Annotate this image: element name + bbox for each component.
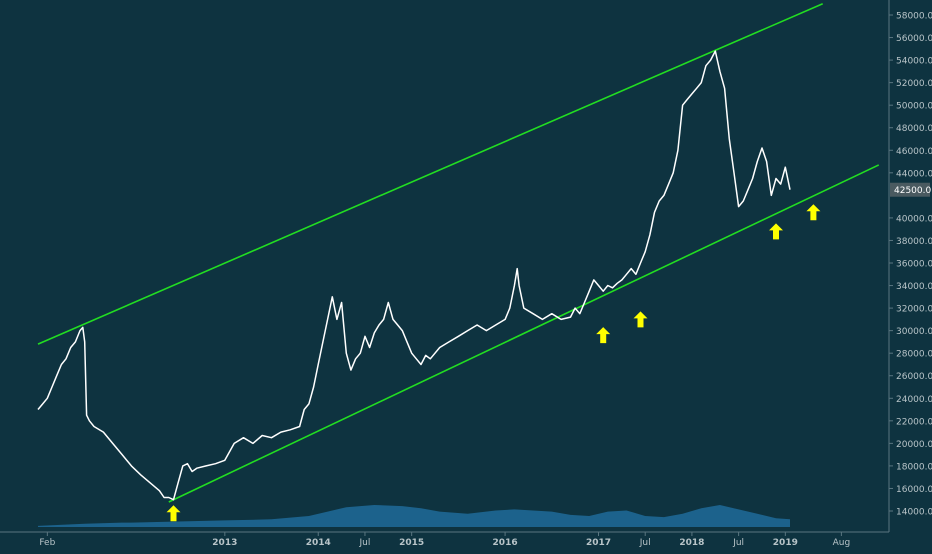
y-tick-label: 46000.0 [896, 147, 932, 157]
y-tick-label: 52000.0 [896, 79, 932, 89]
x-tick-label: 2018 [679, 538, 704, 548]
arrow-layer [166, 204, 821, 522]
up-arrow-icon [769, 223, 783, 240]
x-tick-label: Jul [732, 538, 744, 548]
x-tick-label: Feb [39, 538, 55, 548]
up-arrow-icon [596, 327, 611, 344]
up-arrow-icon [806, 204, 821, 221]
y-tick-label: 40000.0 [896, 214, 932, 224]
y-tick-label: 44000.0 [896, 169, 932, 179]
x-tick-label: Jul [359, 538, 371, 548]
volume-layer [38, 505, 790, 527]
last-price-label: 42500.0 [894, 186, 931, 196]
y-tick-label: 36000.0 [896, 260, 932, 270]
price-line [37, 50, 791, 501]
y-axis[interactable]: 58000.0 56000.0 54000.0 52000.0 50000.0 48000… [888, 0, 932, 532]
y-tick-label: 48000.0 [896, 124, 932, 134]
x-tick-label: 2015 [399, 538, 424, 548]
y-tick-label: 24000.0 [896, 395, 932, 405]
x-tick-label: 2013 [212, 538, 237, 548]
x-tick-label: Jul [639, 538, 651, 548]
x-tick-label: Aug [833, 538, 851, 548]
channel-layer [37, 2, 880, 503]
y-tick-label: 14000.0 [896, 508, 932, 518]
up-arrow-icon [166, 505, 181, 522]
last-price-badge [890, 182, 930, 197]
y-tick-label: 32000.0 [896, 305, 932, 315]
x-tick-label: 2014 [306, 538, 331, 548]
x-tick-label: 2017 [586, 538, 611, 548]
y-tick-label: 30000.0 [896, 327, 932, 337]
price-layer [37, 50, 791, 501]
y-tick-label: 50000.0 [896, 102, 932, 112]
y-tick-label: 38000.0 [896, 237, 932, 247]
x-axis[interactable]: Feb 2013 2014 Jul 2015 2016 2017 Jul 2018 Jul 2019… [0, 531, 889, 548]
y-tick-label: 22000.0 [896, 417, 932, 427]
y-tick-label: 16000.0 [896, 485, 932, 495]
y-tick-label: 18000.0 [896, 462, 932, 472]
x-tick-label: 2019 [773, 538, 798, 548]
up-arrow-icon [633, 311, 648, 328]
y-tick-label: 54000.0 [896, 57, 932, 67]
y-tick-label: 58000.0 [896, 12, 932, 22]
channel-line-upper [37, 2, 824, 345]
y-tick-label: 28000.0 [896, 350, 932, 360]
volume-area [38, 505, 790, 527]
x-tick-label: 2016 [493, 538, 518, 548]
y-tick-label: 56000.0 [896, 34, 932, 44]
channel-line-lower [168, 164, 880, 503]
y-tick-label: 20000.0 [896, 440, 932, 450]
y-tick-label: 26000.0 [896, 372, 932, 382]
y-tick-label: 34000.0 [896, 282, 932, 292]
